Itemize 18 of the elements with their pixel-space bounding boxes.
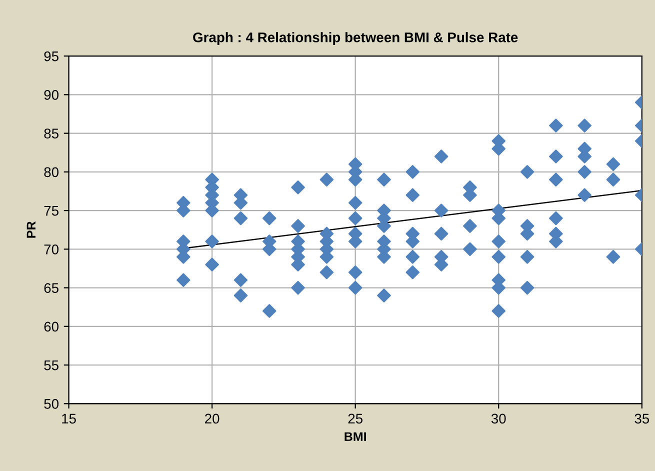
y-tick-label: 80 — [44, 167, 59, 178]
y-tick-label: 50 — [44, 398, 59, 409]
y-tick-label: 55 — [44, 360, 58, 370]
y-tick-label: 75 — [44, 206, 58, 216]
y-tick-label: 90 — [44, 90, 59, 100]
x-tick-label: 25 — [348, 414, 362, 424]
chart-title: Graph : 4 Relationship between BMI & Pulse Rate — [193, 32, 518, 46]
x-tick-label: 15 — [62, 414, 76, 424]
y-tick-label: 95 — [44, 51, 58, 62]
y-tick-label: 85 — [44, 128, 58, 138]
y-tick-label: 60 — [44, 322, 59, 332]
y-tick-label: 65 — [44, 283, 58, 293]
x-tick-label: 35 — [634, 414, 650, 424]
y-axis-title: PR — [26, 221, 36, 238]
x-tick-label: 20 — [205, 414, 220, 424]
y-tick-label: 70 — [44, 244, 59, 254]
x-tick-label: 30 — [491, 414, 506, 424]
x-axis-title: BMI — [344, 432, 366, 441]
